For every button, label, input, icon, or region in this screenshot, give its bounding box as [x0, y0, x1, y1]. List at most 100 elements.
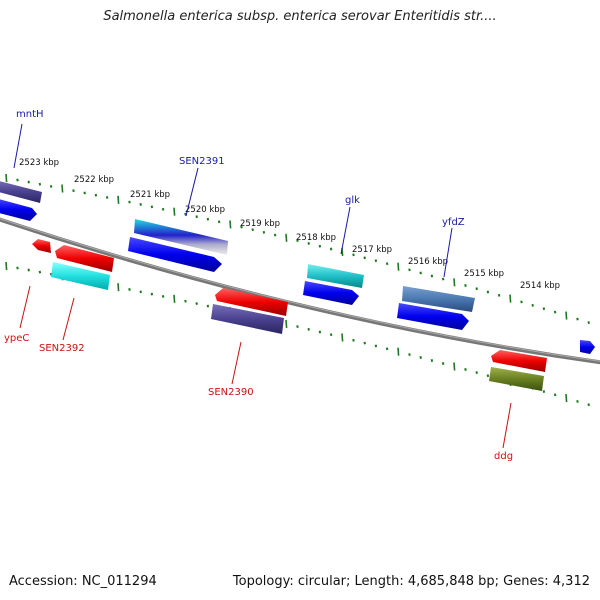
- minor-tick: [464, 368, 467, 371]
- gene-ddg[interactable]: [489, 367, 544, 391]
- major-tick: [565, 311, 568, 320]
- major-tick: [173, 207, 176, 216]
- minor-tick: [206, 304, 210, 308]
- minor-tick: [587, 321, 590, 325]
- minor-tick: [206, 217, 210, 221]
- minor-tick: [217, 220, 221, 224]
- gene-SEN2391-band[interactable]: [134, 219, 228, 255]
- minor-tick: [587, 403, 590, 407]
- minor-tick: [352, 253, 355, 257]
- gene-label-ypeC[interactable]: ypeC: [4, 333, 29, 344]
- minor-tick: [329, 333, 333, 337]
- minor-tick: [150, 292, 154, 296]
- minor-tick: [139, 202, 142, 206]
- minor-tick: [363, 341, 366, 345]
- major-tick: [5, 261, 8, 271]
- leader-line: [340, 206, 351, 255]
- minor-tick: [105, 195, 109, 199]
- minor-tick: [475, 287, 478, 291]
- leader-line: [62, 297, 75, 341]
- minor-tick: [486, 374, 490, 378]
- gene-label-ddg[interactable]: ddg: [494, 451, 513, 462]
- major-tick: [5, 173, 8, 183]
- minor-tick: [27, 180, 30, 184]
- gene-label-glk[interactable]: glk: [345, 195, 360, 206]
- major-tick: [285, 233, 288, 242]
- minor-tick: [273, 233, 277, 237]
- gene-label-SEN2391[interactable]: SEN2391: [179, 156, 225, 167]
- minor-tick: [38, 182, 42, 186]
- gene-ddg-upper[interactable]: [491, 350, 547, 372]
- minor-tick: [464, 284, 467, 287]
- minor-tick: [385, 262, 389, 266]
- major-tick: [397, 347, 400, 356]
- map-title: Salmonella enterica subsp. enterica sero…: [103, 9, 497, 24]
- minor-tick: [38, 270, 42, 274]
- leader-line: [185, 167, 199, 217]
- gene-label-SEN2390[interactable]: SEN2390: [208, 387, 254, 398]
- gene-yfdZ-upper[interactable]: [402, 286, 475, 312]
- major-tick: [61, 184, 64, 193]
- minor-tick: [195, 302, 198, 306]
- minor-tick: [83, 191, 86, 195]
- minor-tick: [16, 266, 19, 270]
- leader-line: [502, 402, 512, 449]
- gene-SEN2391[interactable]: [128, 237, 222, 272]
- gene-SEN2392-lower[interactable]: [51, 262, 110, 290]
- minor-tick: [363, 256, 366, 260]
- minor-tick: [184, 212, 187, 216]
- major-tick: [117, 195, 120, 204]
- minor-tick: [419, 271, 422, 275]
- gene-label-mntH[interactable]: mntH: [16, 109, 44, 120]
- minor-tick: [542, 307, 546, 311]
- minor-tick: [576, 317, 579, 321]
- minor-tick: [240, 225, 243, 229]
- minor-tick: [161, 207, 165, 211]
- minor-tick: [27, 268, 30, 272]
- minor-tick: [441, 277, 445, 281]
- minor-tick: [374, 344, 378, 348]
- minor-tick: [553, 393, 557, 397]
- scale-label: 2514 kbp: [520, 281, 560, 291]
- minor-tick: [318, 330, 322, 334]
- major-tick: [565, 394, 568, 403]
- gene-mntH[interactable]: [0, 198, 37, 221]
- leader-line: [13, 123, 23, 169]
- major-tick: [397, 262, 400, 271]
- gene-glk-upper[interactable]: [307, 264, 364, 288]
- gene-SEN2390-lower[interactable]: [211, 304, 284, 334]
- minor-tick: [408, 268, 411, 272]
- genome-backbone-highlight: [0, 218, 600, 362]
- minor-tick: [385, 347, 389, 351]
- gene-SEN2392[interactable]: [55, 245, 114, 272]
- minor-tick: [318, 244, 322, 248]
- gene-SEN2390[interactable]: [215, 288, 288, 316]
- gene-glk[interactable]: [303, 281, 359, 305]
- minor-tick: [307, 241, 310, 245]
- major-tick: [285, 319, 288, 328]
- minor-tick: [430, 359, 434, 362]
- minor-tick: [128, 200, 131, 204]
- minor-tick: [161, 294, 165, 298]
- scale-label: 2522 kbp: [74, 175, 114, 185]
- minor-tick: [49, 184, 53, 188]
- minor-tick: [475, 371, 478, 375]
- minor-tick: [184, 299, 187, 303]
- gene-mntH-upper[interactable]: [0, 180, 42, 203]
- minor-tick: [296, 325, 299, 329]
- scale-label: 2517 kbp: [352, 245, 392, 255]
- minor-tick: [520, 300, 523, 304]
- gene-ypeC[interactable]: [32, 239, 51, 253]
- gene-label-SEN2392[interactable]: SEN2392: [39, 343, 85, 354]
- minor-tick: [139, 290, 142, 294]
- minor-tick: [16, 178, 19, 182]
- minor-tick: [262, 230, 266, 234]
- genome-summary-text: Topology: circular; Length: 4,685,848 bp…: [232, 574, 590, 589]
- gene-small-plus[interactable]: [580, 340, 595, 354]
- gene-yfdZ[interactable]: [397, 303, 469, 330]
- minor-tick: [419, 356, 422, 359]
- gene-label-yfdZ[interactable]: yfdZ: [442, 217, 465, 228]
- major-tick: [341, 333, 344, 342]
- minor-tick: [486, 290, 490, 294]
